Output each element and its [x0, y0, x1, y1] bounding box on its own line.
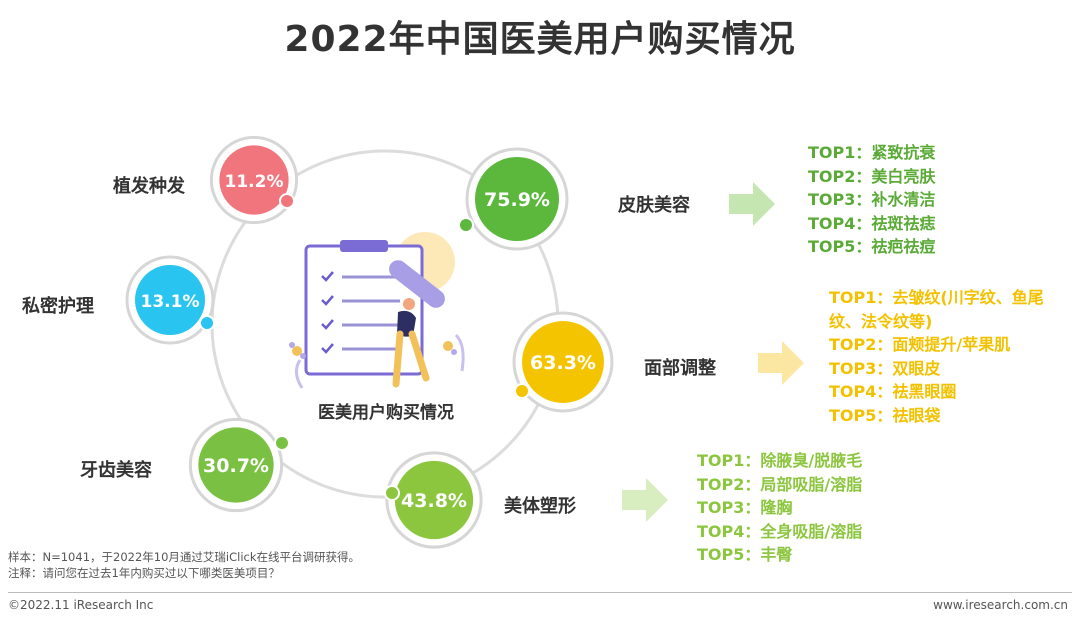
cat-0-top-item: TOP2：美白亮肤	[808, 166, 936, 186]
cat-0-top-item: TOP4：祛斑祛痣	[808, 213, 936, 233]
cat-0-top-item: TOP3：补水清洁	[808, 190, 936, 210]
cat-5-orbit-dot	[279, 193, 295, 209]
cat-1-orbit-dot	[514, 383, 530, 399]
cat-3-orbit-dot	[274, 435, 290, 451]
cat-1-arrow-icon	[758, 341, 804, 385]
notes: 样本：N=1041，于2022年10月通过艾瑞iClick在线平台调研获得。 注…	[8, 549, 360, 581]
cat-1-top-item: TOP1：去皱纹(川字纹、鱼尾纹、法令纹等)	[829, 288, 1044, 331]
cat-2-top-item: TOP4：全身吸脂/溶脂	[697, 521, 863, 541]
cat-2-top-list: TOP1：除腋臭/脱腋毛 TOP2：局部吸脂/溶脂 TOP3：隆胸 TOP4：全身吸脂…	[697, 449, 917, 567]
cat-0-name: 皮肤美容	[618, 195, 690, 216]
cat-2-arrow-icon	[622, 478, 668, 522]
cat-2-orbit-dot	[384, 485, 400, 501]
cat-5-value-label: 11.2%	[225, 172, 284, 192]
cat-4-bubble	[135, 265, 205, 335]
cat-0-top-item: TOP5：祛疤祛痘	[808, 237, 936, 257]
cat-2-value-label: 43.8%	[401, 490, 467, 512]
sample-note: 样本：N=1041，于2022年10月通过艾瑞iClick在线平台调研获得。	[8, 550, 360, 564]
footer-url: www.iresearch.com.cn	[933, 598, 1068, 612]
cat-1-top-list: TOP1：去皱纹(川字纹、鱼尾纹、法令纹等) TOP2：面颊提升/苹果肌 TOP3：…	[829, 286, 1061, 428]
cat-0-orbit-dot	[458, 217, 474, 233]
cat-4-name: 私密护理	[22, 296, 94, 317]
cat-1-top-item: TOP5：祛眼袋	[829, 405, 941, 425]
cat-2-name: 美体塑形	[504, 496, 576, 517]
cat-1-top-item: TOP3：双眼皮	[829, 358, 941, 378]
cat-1-name: 面部调整	[644, 358, 716, 379]
cat-4-orbit-dot	[199, 315, 215, 331]
cat-2-top-item: TOP1：除腋臭/脱腋毛	[697, 451, 863, 470]
cat-5-name: 植发种发	[113, 176, 185, 197]
cat-2-bubble	[394, 460, 474, 540]
cat-2-top-item: TOP5：丰臀	[697, 545, 793, 565]
cat-3-name: 牙齿美容	[80, 460, 152, 481]
cat-0-top-list: TOP1：紧致抗衰 TOP2：美白亮肤 TOP3：补水清洁 TOP4：祛斑祛痣 TOP5…	[808, 141, 1008, 259]
footer-copyright: ©2022.11 iResearch Inc	[8, 598, 154, 612]
cat-0-top-item: TOP1：紧致抗衰	[808, 143, 936, 162]
cat-1-bubble	[522, 321, 604, 403]
cat-0-value-label: 75.9%	[484, 189, 550, 211]
cat-0-arrow-icon	[729, 182, 775, 226]
cat-1-top-item: TOP2：面颊提升/苹果肌	[829, 335, 1011, 355]
center-label: 医美用户购买情况	[318, 403, 454, 423]
cat-5-bubble	[219, 145, 289, 215]
cat-1-top-item: TOP4：祛黑眼圈	[829, 382, 957, 402]
remark-note: 注释：请问您在过去1年内购买过以下哪类医美项目？	[8, 566, 280, 580]
cat-0-bubble	[475, 157, 559, 241]
cat-1-value-label: 63.3%	[530, 352, 596, 374]
survey-illustration	[289, 232, 465, 389]
cat-4-value-label: 13.1%	[141, 292, 200, 312]
cat-3-value-label: 30.7%	[203, 455, 269, 477]
footer-divider	[8, 592, 1072, 593]
cat-2-top-item: TOP3：隆胸	[697, 498, 793, 518]
cat-2-top-item: TOP2：局部吸脂/溶脂	[697, 474, 863, 494]
cat-3-bubble	[198, 427, 274, 503]
page-title: 2022年中国医美用户购买情况	[284, 19, 796, 60]
